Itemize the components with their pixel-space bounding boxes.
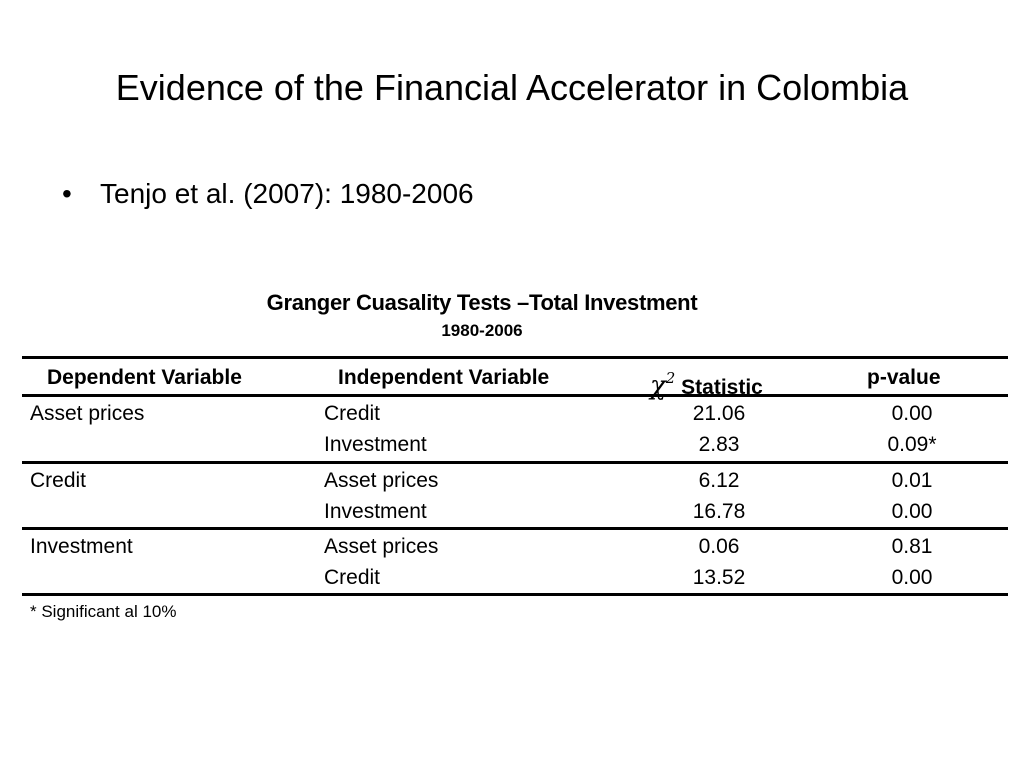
cell-independent: Investment bbox=[324, 500, 427, 523]
cell-p-value: 0.00 bbox=[891, 566, 933, 589]
cell-independent: Credit bbox=[324, 566, 381, 589]
bullet-marker: • bbox=[62, 178, 72, 209]
header-p-value: p-value bbox=[867, 366, 941, 389]
cell-statistic: 21.06 bbox=[692, 402, 746, 425]
table-footnote: * Significant al 10% bbox=[30, 602, 177, 621]
slide-title: Evidence of the Financial Accelerator in… bbox=[115, 67, 909, 108]
table-rule-group-1 bbox=[22, 461, 1008, 464]
table-rule-bottom bbox=[22, 593, 1008, 596]
header-dependent-variable: Dependent Variable bbox=[47, 366, 242, 389]
table-rule-group-2 bbox=[22, 527, 1008, 530]
cell-p-value: 0.81 bbox=[891, 535, 933, 558]
cell-dependent: Credit bbox=[30, 469, 87, 492]
cell-dependent: Asset prices bbox=[30, 402, 145, 425]
cell-p-value: 0.01 bbox=[891, 469, 933, 492]
statistic-label: Statistic bbox=[681, 376, 763, 399]
cell-p-value: 0.00 bbox=[891, 402, 933, 425]
cell-p-value: 0.09* bbox=[887, 433, 937, 456]
cell-independent: Credit bbox=[324, 402, 381, 425]
cell-statistic: 0.06 bbox=[698, 535, 740, 558]
table-title: Granger Cuasality Tests –Total Investmen… bbox=[266, 290, 698, 315]
cell-p-value: 0.00 bbox=[891, 500, 933, 523]
bullet-text: Tenjo et al. (2007): 1980-2006 bbox=[100, 178, 474, 209]
cell-independent: Investment bbox=[324, 433, 427, 456]
table-rule-header bbox=[22, 394, 1008, 397]
table-subtitle: 1980-2006 bbox=[441, 321, 523, 340]
chi-symbol: χ2 bbox=[650, 369, 676, 401]
cell-independent: Asset prices bbox=[324, 535, 439, 558]
cell-statistic: 6.12 bbox=[698, 469, 740, 492]
header-chi-square-statistic: χ2 Statistic bbox=[650, 362, 763, 404]
cell-independent: Asset prices bbox=[324, 469, 439, 492]
cell-dependent: Investment bbox=[30, 535, 133, 558]
table-rule-top bbox=[22, 356, 1008, 359]
cell-statistic: 16.78 bbox=[692, 500, 746, 523]
header-independent-variable: Independent Variable bbox=[338, 366, 550, 389]
cell-statistic: 13.52 bbox=[692, 566, 746, 589]
bullet-item: • Tenjo et al. (2007): 1980-2006 bbox=[62, 172, 474, 216]
cell-statistic: 2.83 bbox=[698, 433, 740, 456]
